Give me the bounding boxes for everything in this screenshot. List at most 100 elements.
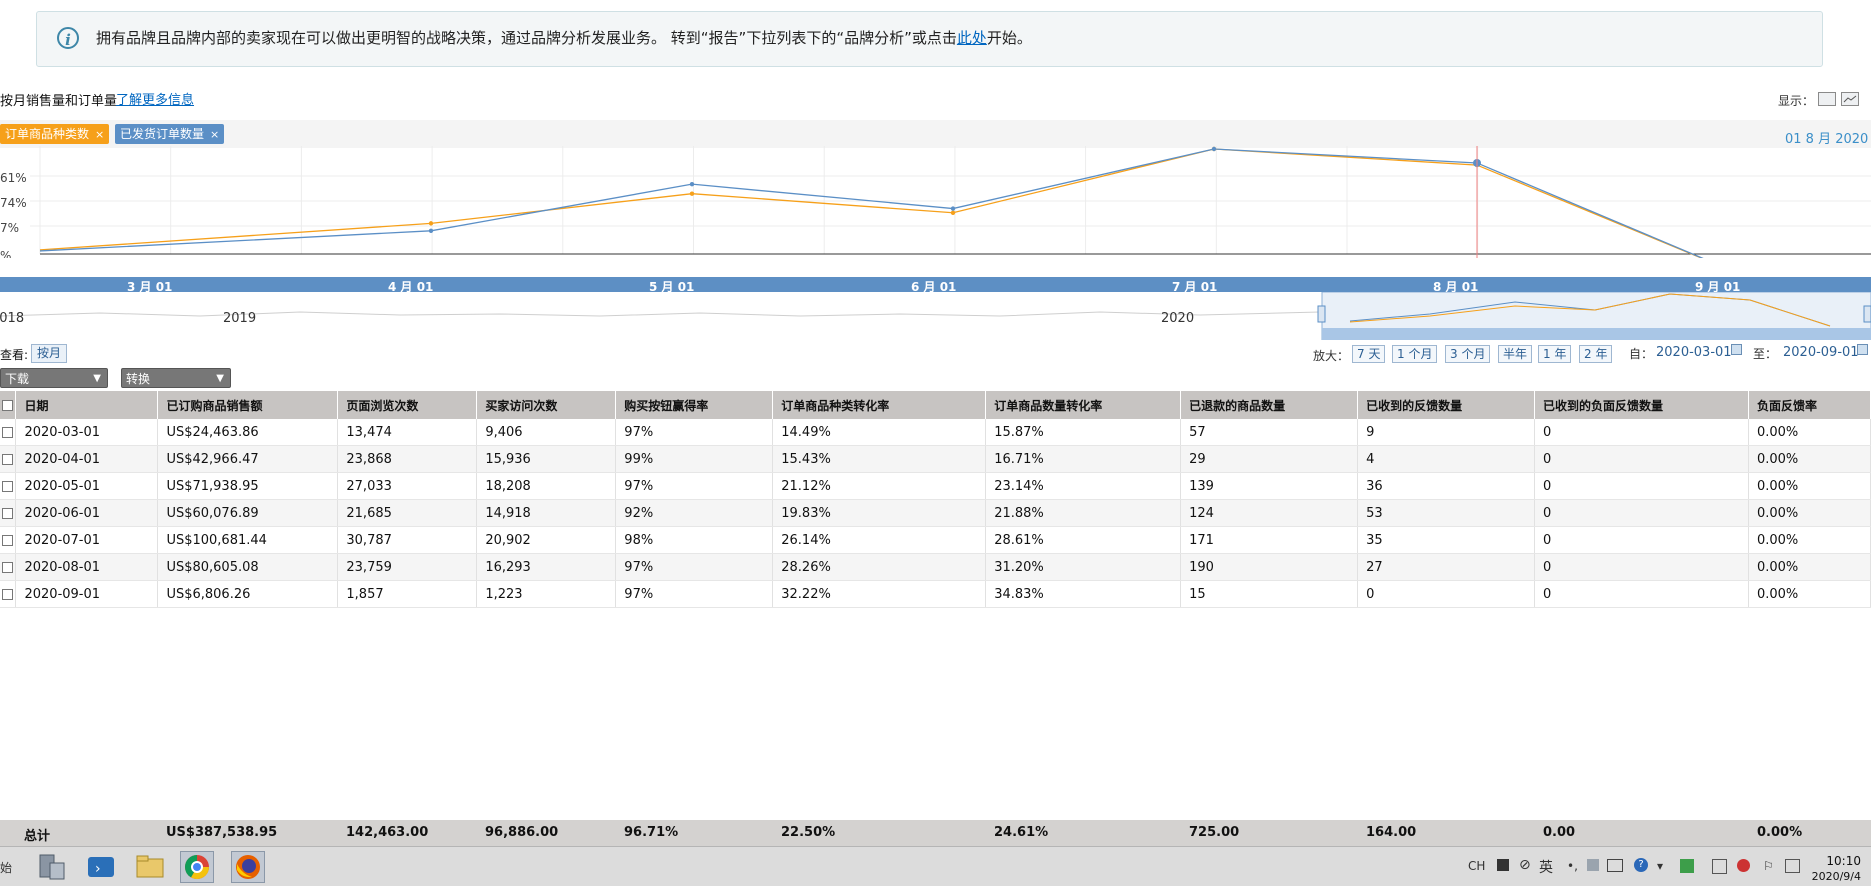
table-cell: 15.87% [985, 419, 1182, 446]
network-icon[interactable] [1712, 859, 1727, 874]
x-tick-label: 9 月 01 [1695, 280, 1741, 294]
table-cell: 97% [615, 472, 774, 500]
close-icon[interactable]: × [95, 128, 105, 141]
clock-time[interactable]: 10:10 [1826, 854, 1861, 868]
view-by-month-button[interactable]: 按月 [31, 344, 68, 363]
row-checkbox[interactable] [0, 472, 17, 500]
table-cell: 13,474 [337, 419, 478, 446]
column-header[interactable]: 已订购商品销售额 [157, 391, 339, 419]
calendar-icon[interactable] [1857, 344, 1868, 355]
row-checkbox[interactable] [0, 553, 17, 581]
column-header[interactable]: 购买按钮赢得率 [615, 391, 774, 419]
total-cell: US$387,538.95 [166, 825, 278, 840]
zoom-label: 放大： [1313, 349, 1350, 363]
column-header[interactable]: 日期 [15, 391, 159, 419]
row-checkbox[interactable] [0, 499, 17, 527]
keyboard-icon[interactable] [1607, 859, 1623, 872]
security-icon[interactable] [1680, 859, 1694, 873]
flag-icon[interactable]: ⚐ [1763, 859, 1774, 873]
column-header[interactable]: 已退款的商品数量 [1180, 391, 1359, 419]
clock-date[interactable]: 2020/9/4 [1811, 870, 1861, 883]
convert-select[interactable]: 转换 ▼ [121, 368, 231, 388]
row-checkbox[interactable] [0, 580, 17, 608]
table-cell: 14,918 [476, 499, 617, 527]
table-view-icon[interactable] [1818, 92, 1836, 106]
settings-icon[interactable] [1587, 859, 1599, 871]
close-icon[interactable]: × [210, 128, 220, 141]
tag-shipped-orders[interactable]: 已发货订单数量 × [115, 124, 225, 144]
column-header[interactable]: 负面反馈率 [1748, 391, 1871, 419]
table-cell: 53 [1357, 499, 1536, 527]
server-manager-icon[interactable] [34, 851, 68, 883]
total-cell: 0.00% [1757, 825, 1803, 840]
row-checkbox[interactable] [0, 419, 17, 446]
table-cell: 0.00% [1748, 499, 1871, 527]
calendar-icon[interactable] [1731, 344, 1742, 355]
table-cell: 0 [1534, 472, 1749, 500]
learn-more-link[interactable]: 了解更多信息 [116, 93, 195, 108]
zoom-1m-button[interactable]: 1 个月 [1392, 345, 1438, 363]
data-point [689, 191, 695, 196]
zoom-half-year-button[interactable]: 半年 [1498, 345, 1533, 363]
table-cell: 9 [1357, 419, 1536, 446]
x-tick-label: 5 月 01 [649, 280, 695, 294]
file-explorer-icon[interactable] [133, 851, 167, 883]
punctuation-icon[interactable]: •, [1567, 859, 1578, 873]
table-cell: 0.00% [1748, 419, 1871, 446]
x-tick-label: 3 月 01 [127, 280, 173, 294]
no-entry-icon[interactable]: ⊘ [1519, 857, 1531, 873]
data-point [689, 181, 695, 187]
column-header[interactable]: 已收到的负面反馈数量 [1534, 391, 1749, 419]
chart-view-icon[interactable] [1841, 92, 1859, 106]
column-header[interactable]: 订单商品种类转化率 [772, 391, 987, 419]
language-indicator[interactable]: CH [1468, 859, 1486, 873]
display-icon[interactable] [1785, 859, 1800, 873]
zoom-1y-button[interactable]: 1 年 [1538, 345, 1572, 363]
table-cell: 16.71% [985, 445, 1182, 473]
zoom-7d-button[interactable]: 7 天 [1352, 345, 1386, 363]
to-date-input[interactable]: 2020-09-01 [1783, 345, 1859, 360]
svg-text:›: › [95, 861, 101, 877]
table-cell: 1,857 [337, 580, 478, 608]
taskbar: 始 › CH ⊘ 英 •, ? ▾ ⚐ 10:10 2020/9/4 [0, 846, 1871, 886]
firefox-taskbar-button[interactable] [231, 851, 265, 883]
data-point [428, 228, 434, 233]
navigator-year-label: 2018 [0, 311, 25, 326]
chrome-taskbar-button[interactable] [180, 851, 214, 883]
powershell-icon[interactable]: › [84, 851, 118, 883]
to-label: 至： [1753, 347, 1778, 361]
banner-link[interactable]: 此处 [956, 29, 987, 47]
ime-icon[interactable] [1497, 859, 1509, 871]
volume-icon[interactable] [1737, 859, 1750, 872]
table-cell: 97% [615, 419, 774, 446]
tag-ordered-item-types[interactable]: 订单商品种类数 × [0, 124, 110, 144]
zoom-3m-button[interactable]: 3 个月 [1445, 345, 1491, 363]
table-cell: US$60,076.89 [157, 499, 339, 527]
zoom-2y-button[interactable]: 2 年 [1579, 345, 1613, 363]
chevron-down-icon[interactable]: ▾ [1657, 859, 1664, 873]
download-select[interactable]: 下载 ▼ [0, 368, 108, 388]
ime-mode-indicator[interactable]: 英 [1539, 860, 1553, 876]
table-cell: 34.83% [985, 580, 1182, 608]
table-cell: 0 [1534, 445, 1749, 473]
column-header[interactable]: 已收到的反馈数量 [1357, 391, 1536, 419]
select-all-checkbox[interactable] [0, 391, 17, 419]
range-navigator[interactable] [0, 292, 1871, 340]
help-icon[interactable]: ? [1634, 858, 1648, 872]
column-header[interactable]: 买家访问次数 [476, 391, 617, 419]
data-point [428, 221, 434, 226]
column-header[interactable]: 页面浏览次数 [337, 391, 478, 419]
from-date-input[interactable]: 2020-03-01 [1656, 345, 1732, 360]
column-header[interactable]: 订单商品数量转化率 [985, 391, 1182, 419]
table-cell: 92% [615, 499, 774, 527]
start-button[interactable]: 始 [0, 861, 13, 875]
row-checkbox[interactable] [0, 445, 17, 473]
table-cell: 99% [615, 445, 774, 473]
table-cell: 124 [1180, 499, 1359, 527]
table-cell: 0.00% [1748, 553, 1871, 581]
row-checkbox[interactable] [0, 526, 17, 554]
table-cell: 21.88% [985, 499, 1182, 527]
total-cell: 24.61% [994, 825, 1049, 840]
line-chart[interactable]: 61% 74% 7%% [0, 146, 1871, 258]
from-label: 自： [1629, 347, 1654, 361]
